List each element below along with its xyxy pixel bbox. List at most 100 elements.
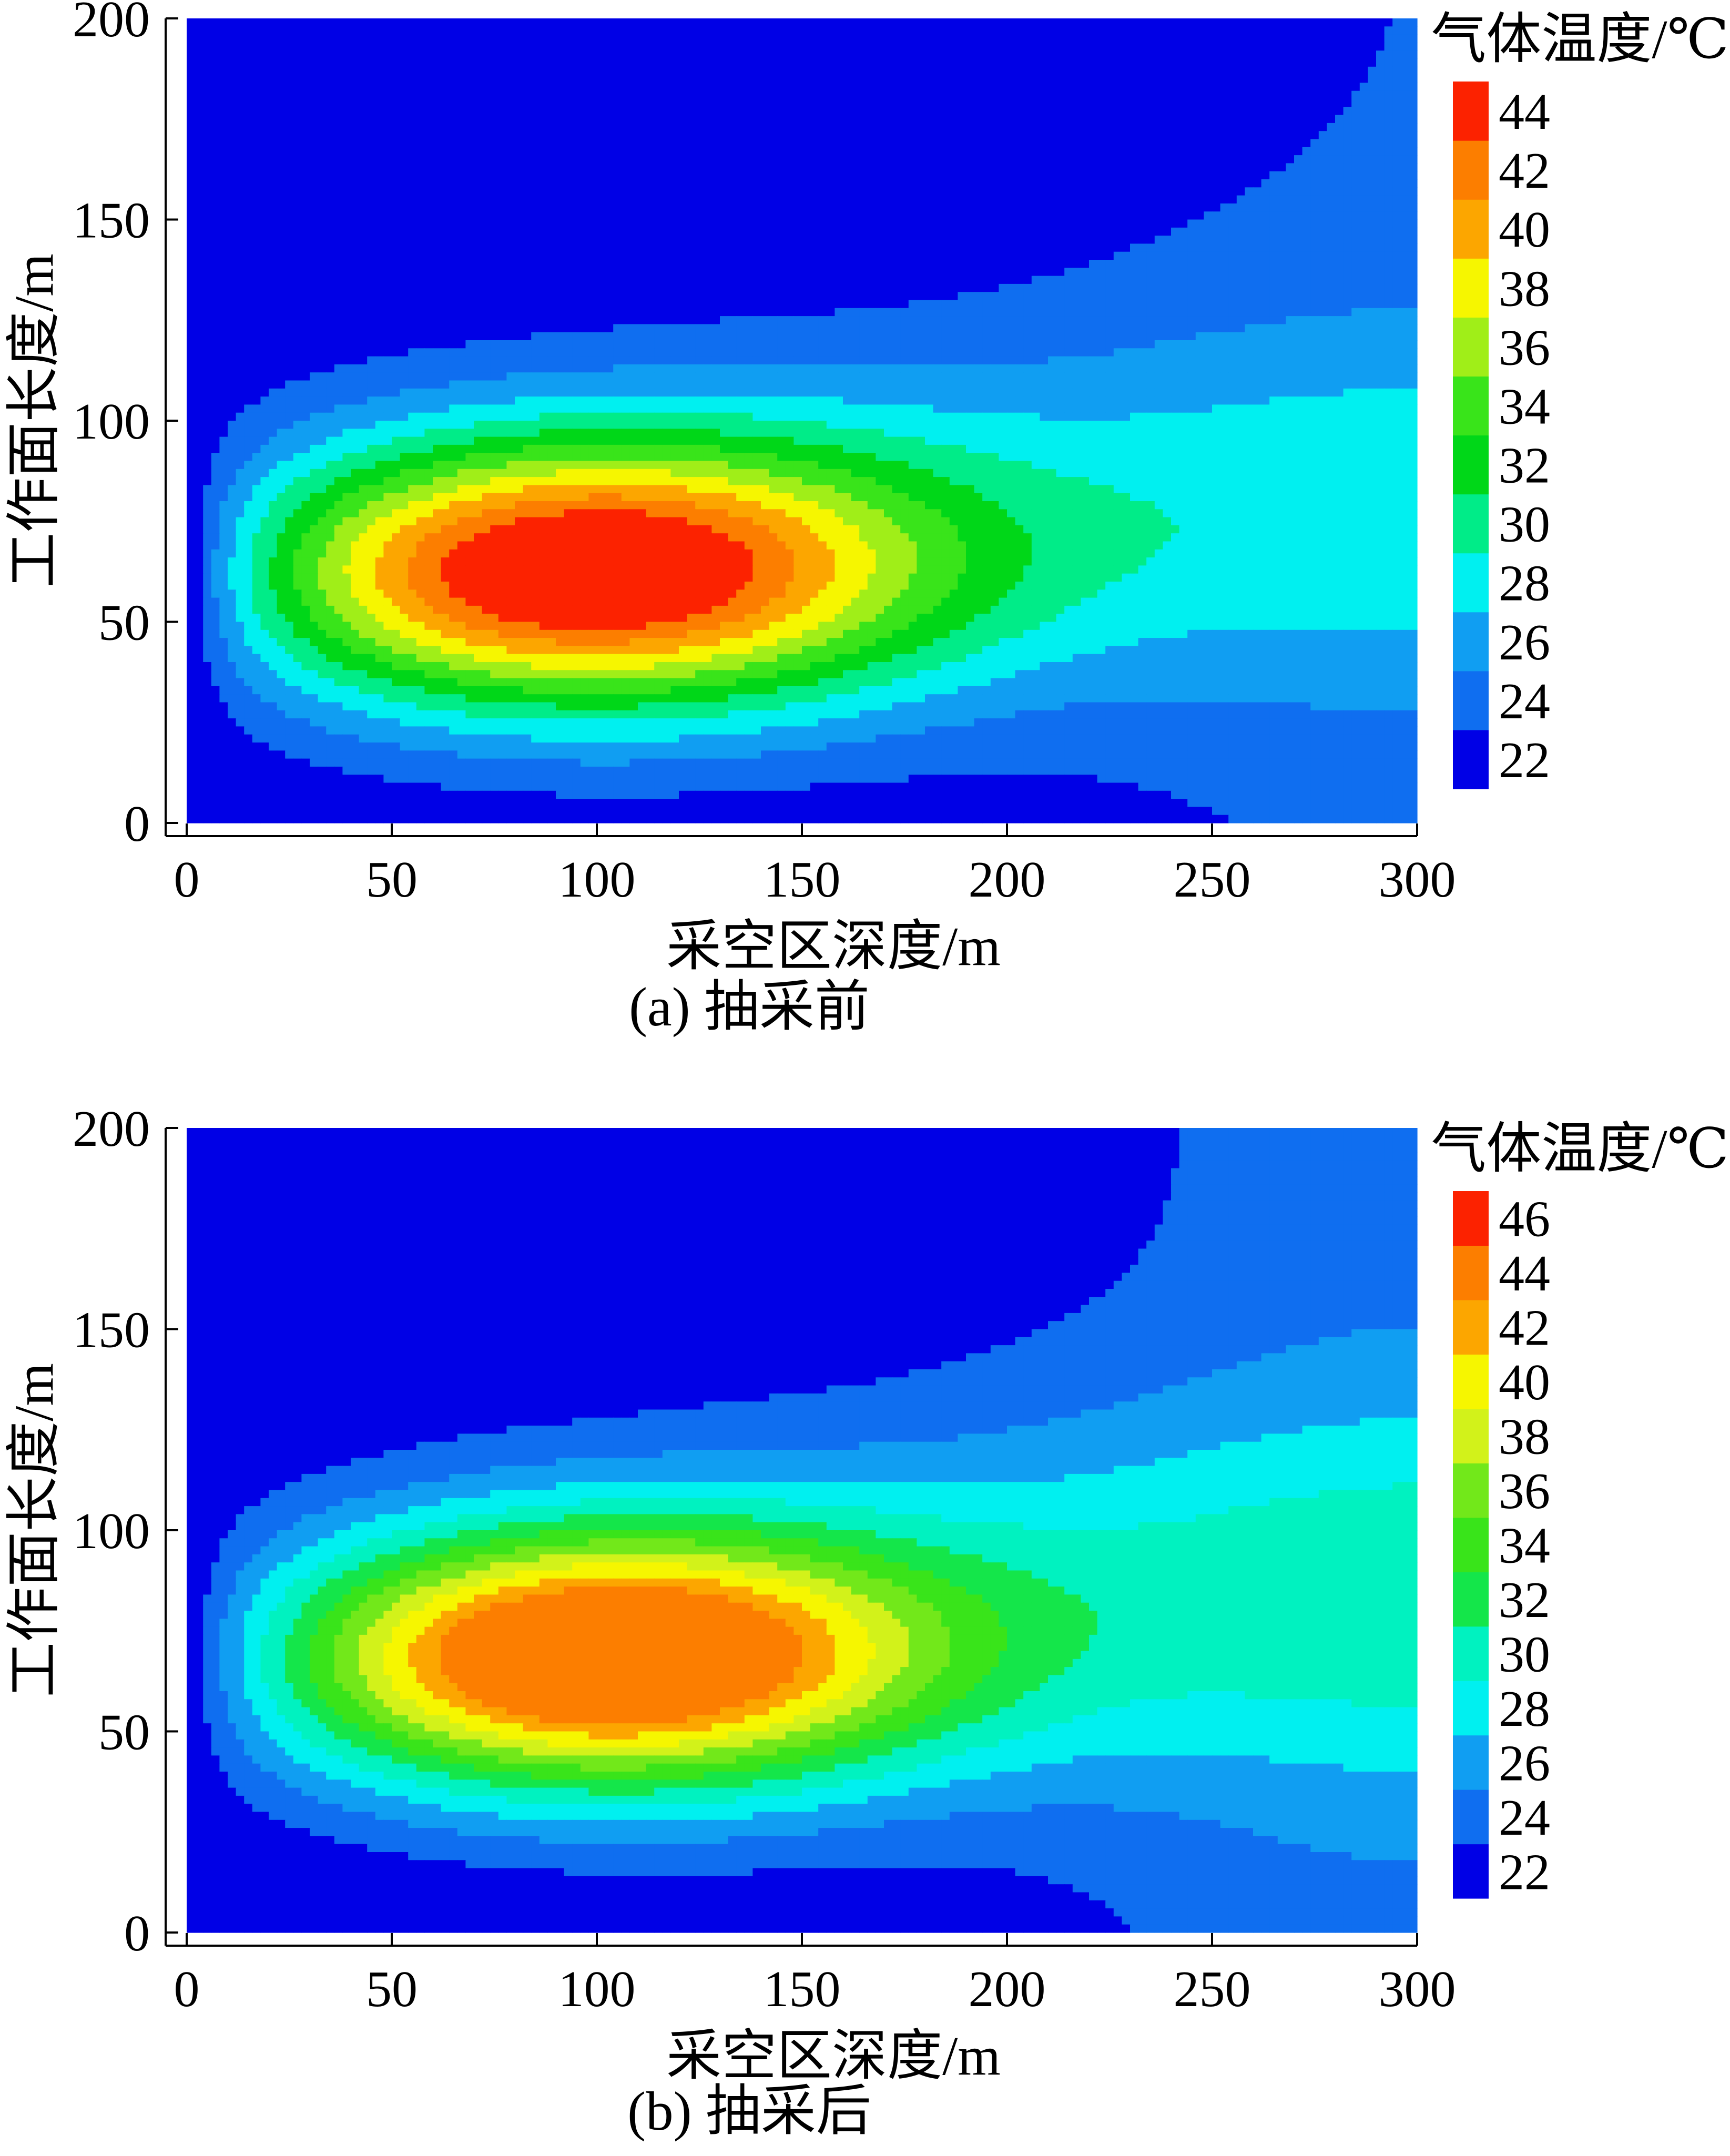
contour-cell xyxy=(1105,203,1114,212)
contour-cell xyxy=(974,66,983,75)
contour-cell xyxy=(605,42,614,51)
contour-cell xyxy=(744,219,753,228)
contour-cell xyxy=(1056,139,1065,148)
contour-cell xyxy=(629,131,638,140)
contour-cell xyxy=(490,99,499,107)
contour-cell xyxy=(670,75,679,83)
contour-cell xyxy=(638,243,647,252)
contour-cell xyxy=(621,171,630,180)
contour-cell xyxy=(556,260,565,268)
contour-cell xyxy=(556,171,565,180)
contour-cell xyxy=(1015,42,1024,51)
contour-cell xyxy=(433,283,442,292)
contour-cell xyxy=(949,26,958,35)
contour-cell xyxy=(851,211,860,220)
contour-cell xyxy=(244,227,253,236)
contour-cell xyxy=(1392,34,1401,43)
contour-cell xyxy=(646,276,655,284)
contour-cell xyxy=(1220,131,1229,140)
contour-cell xyxy=(1081,75,1090,83)
contour-cell xyxy=(1392,227,1401,236)
contour-cell xyxy=(1245,163,1254,172)
contour-cell xyxy=(1359,139,1368,148)
contour-cell xyxy=(1072,236,1081,244)
contour-cell xyxy=(523,75,532,83)
contour-cell xyxy=(301,123,310,131)
contour-cell xyxy=(449,90,458,99)
contour-cell xyxy=(843,187,852,196)
contour-cell xyxy=(277,18,286,27)
contour-cell xyxy=(949,90,958,99)
contour-cell xyxy=(933,42,942,51)
contour-cell xyxy=(1286,219,1295,228)
contour-cell xyxy=(1122,211,1131,220)
contour-cell xyxy=(318,276,327,284)
contour-cell xyxy=(1294,50,1303,59)
contour-cell xyxy=(785,83,794,91)
contour-cell xyxy=(679,83,688,91)
contour-cell xyxy=(1171,90,1180,99)
contour-cell xyxy=(859,42,868,51)
contour-cell xyxy=(318,34,327,43)
contour-cell xyxy=(892,251,901,260)
contour-cell xyxy=(769,50,778,59)
contour-cell xyxy=(474,75,483,83)
contour-cell xyxy=(1376,83,1385,91)
contour-cell xyxy=(1179,107,1188,116)
contour-cell xyxy=(769,66,778,75)
contour-cell xyxy=(670,58,679,67)
contour-cell xyxy=(769,58,778,67)
contour-cell xyxy=(1154,99,1163,107)
contour-cell xyxy=(1286,90,1295,99)
contour-cell xyxy=(228,50,237,59)
contour-cell xyxy=(744,155,753,164)
contour-cell xyxy=(441,195,450,204)
contour-cell xyxy=(367,236,376,244)
contour-cell xyxy=(1072,83,1081,91)
contour-cell xyxy=(613,203,622,212)
contour-cell xyxy=(982,139,991,148)
contour-cell xyxy=(703,276,712,284)
contour-cell xyxy=(597,18,606,27)
contour-cell xyxy=(1310,203,1319,212)
contour-cell xyxy=(474,123,483,131)
contour-cell xyxy=(687,195,696,204)
contour-cell xyxy=(1122,18,1131,27)
contour-cell xyxy=(925,227,934,236)
contour-cell xyxy=(408,75,417,83)
contour-cell xyxy=(588,83,597,91)
contour-cell xyxy=(999,90,1008,99)
contour-cell xyxy=(1204,203,1213,212)
contour-cell xyxy=(490,219,499,228)
contour-cell xyxy=(621,219,630,228)
contour-cell xyxy=(195,236,203,244)
contour-cell xyxy=(236,34,245,43)
contour-cell xyxy=(269,227,278,236)
contour-cell xyxy=(843,179,852,188)
contour-cell xyxy=(908,50,917,59)
contour-cell xyxy=(285,26,294,35)
contour-cell xyxy=(260,163,269,172)
contour-cell xyxy=(310,283,319,292)
contour-cell xyxy=(605,219,614,228)
contour-cell xyxy=(1245,187,1254,196)
contour-cell xyxy=(908,58,917,67)
contour-cell xyxy=(802,147,811,156)
contour-cell xyxy=(523,227,532,236)
contour-cell xyxy=(310,42,319,51)
contour-cell xyxy=(1253,66,1262,75)
contour-cell xyxy=(670,195,679,204)
contour-cell xyxy=(1187,26,1196,35)
contour-cell xyxy=(1409,243,1418,252)
contour-cell xyxy=(408,203,417,212)
contour-cell xyxy=(441,75,450,83)
contour-cell xyxy=(1392,211,1401,220)
contour-cell xyxy=(260,115,269,124)
contour-cell xyxy=(1007,171,1016,180)
contour-cell xyxy=(334,131,343,140)
contour-cell xyxy=(1343,42,1352,51)
contour-cell xyxy=(711,163,720,172)
contour-cell xyxy=(269,268,278,277)
contour-cell xyxy=(933,115,942,124)
contour-cell xyxy=(1048,243,1057,252)
